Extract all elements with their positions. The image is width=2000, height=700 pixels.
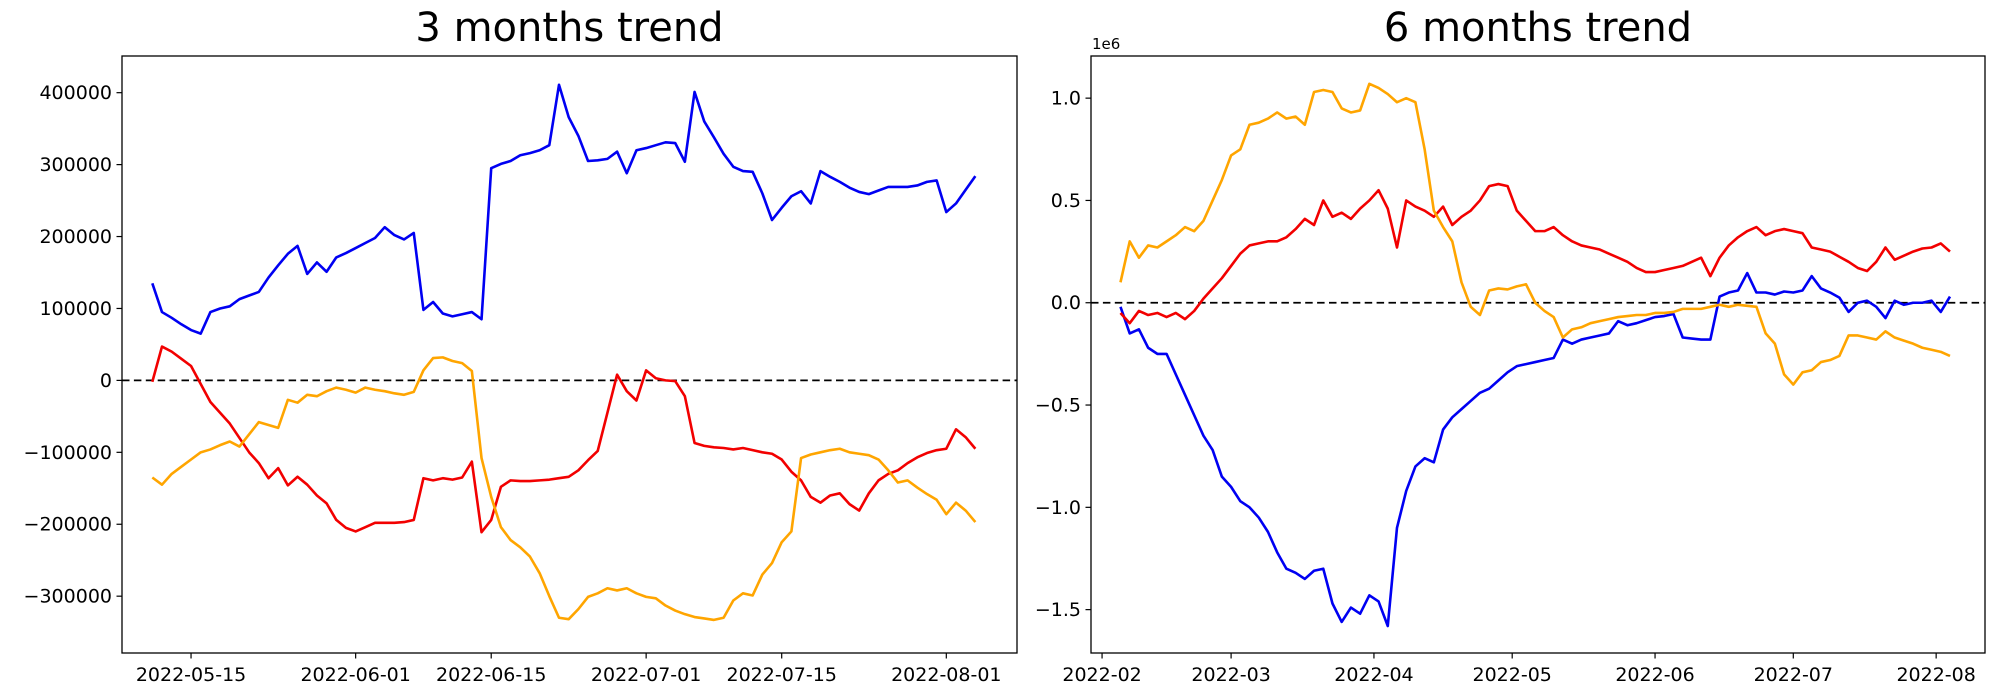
x-tick-label: 2022-08 bbox=[1896, 664, 1975, 686]
y-tick-label: 200000 bbox=[39, 226, 112, 248]
y-tick-label: −1.5 bbox=[1035, 599, 1081, 621]
red-series-line bbox=[151, 345, 977, 534]
x-tick-label: 2022-05-15 bbox=[136, 664, 246, 686]
orange-series-line bbox=[1119, 82, 1951, 386]
chart-title-3-months: 3 months trend bbox=[415, 5, 724, 51]
axes-frame bbox=[1090, 55, 1986, 654]
x-tick-label: 2022-08-01 bbox=[891, 664, 1001, 686]
y-tick-label: −200000 bbox=[24, 514, 112, 536]
x-tick-label: 2022-05 bbox=[1472, 664, 1551, 686]
y-tick-label: 1.0 bbox=[1051, 88, 1081, 110]
y-tick-label: −300000 bbox=[24, 586, 112, 608]
axes-frame bbox=[121, 55, 1018, 654]
y-tick-label: 0.0 bbox=[1051, 292, 1081, 314]
y-tick-label: 300000 bbox=[39, 154, 112, 176]
y-tick-label: 0 bbox=[100, 370, 112, 392]
blue-series-line bbox=[151, 83, 977, 335]
x-tick-label: 2022-06 bbox=[1615, 664, 1694, 686]
x-tick-label: 2022-02 bbox=[1062, 664, 1141, 686]
orange-series-line bbox=[151, 356, 977, 622]
y-axis-offset-label: 1e6 bbox=[1092, 35, 1120, 53]
y-tick-label: −1.0 bbox=[1035, 497, 1081, 519]
x-tick-label: 2022-06-15 bbox=[436, 664, 546, 686]
x-tick-label: 2022-07 bbox=[1754, 664, 1833, 686]
red-series-line bbox=[1119, 182, 1951, 325]
x-tick-label: 2022-03 bbox=[1191, 664, 1270, 686]
x-tick-label: 2022-06-01 bbox=[300, 664, 410, 686]
chart-1: 1.0 0.5 0.0 −0.5 −1.0 −1.5 2022-02 2022-03 2022-… bbox=[1035, 35, 1986, 686]
x-tick-label: 2022-07-01 bbox=[591, 664, 701, 686]
y-tick-label: −0.5 bbox=[1035, 395, 1081, 417]
y-tick-label: 0.5 bbox=[1051, 190, 1081, 212]
y-tick-label: 100000 bbox=[39, 298, 112, 320]
chart-title-6-months: 6 months trend bbox=[1383, 5, 1693, 51]
x-tick-label: 2022-07-15 bbox=[726, 664, 836, 686]
y-tick-label: −100000 bbox=[24, 442, 112, 464]
y-tick-label: 400000 bbox=[39, 82, 112, 104]
blue-series-line bbox=[1119, 271, 1952, 628]
chart-0: 400000 300000 200000 100000 0 −100000 −200000 −… bbox=[24, 55, 1018, 686]
x-tick-label: 2022-04 bbox=[1334, 664, 1413, 686]
